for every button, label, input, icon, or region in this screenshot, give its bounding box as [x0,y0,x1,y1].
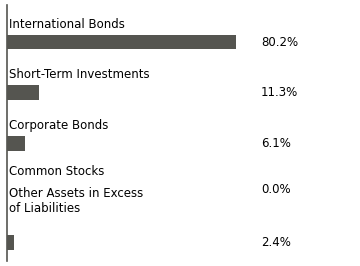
Text: Short-Term Investments: Short-Term Investments [9,68,149,81]
Text: Other Assets in Excess
of Liabilities: Other Assets in Excess of Liabilities [9,187,143,215]
Bar [7,136,24,151]
Text: 0.0%: 0.0% [261,183,291,196]
Text: 6.1%: 6.1% [261,137,291,150]
Text: Corporate Bonds: Corporate Bonds [9,119,108,132]
Bar [7,235,14,250]
Bar [7,85,40,100]
Text: 2.4%: 2.4% [261,236,291,249]
Text: 11.3%: 11.3% [261,86,298,99]
Bar [7,35,236,49]
Text: Common Stocks: Common Stocks [9,165,104,178]
Text: 80.2%: 80.2% [261,36,298,49]
Text: International Bonds: International Bonds [9,18,125,31]
